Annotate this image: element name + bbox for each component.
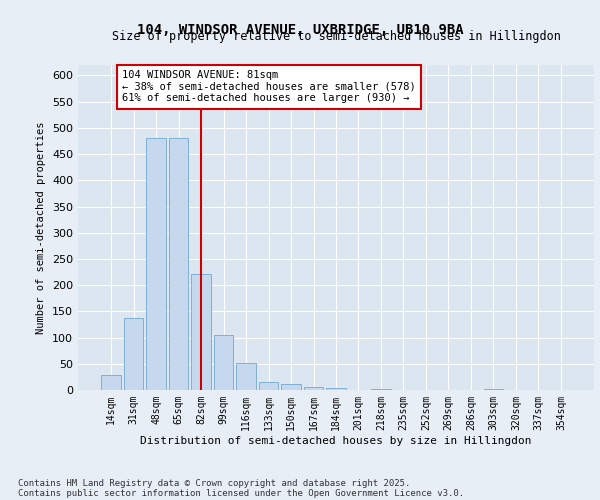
Text: 104 WINDSOR AVENUE: 81sqm
← 38% of semi-detached houses are smaller (578)
61% of: 104 WINDSOR AVENUE: 81sqm ← 38% of semi-… — [122, 70, 416, 103]
Bar — [146, 138, 166, 390]
Bar — [124, 318, 143, 390]
Title: Size of property relative to semi-detached houses in Hillingdon: Size of property relative to semi-detach… — [112, 30, 560, 43]
Text: Contains HM Land Registry data © Crown copyright and database right 2025.: Contains HM Land Registry data © Crown c… — [18, 478, 410, 488]
Bar — [326, 388, 346, 390]
Bar — [169, 138, 188, 390]
X-axis label: Distribution of semi-detached houses by size in Hillingdon: Distribution of semi-detached houses by … — [140, 436, 532, 446]
Bar — [281, 384, 301, 390]
Bar — [259, 382, 278, 390]
Bar — [214, 335, 233, 390]
Bar — [236, 364, 256, 390]
Bar — [304, 388, 323, 390]
Text: Contains public sector information licensed under the Open Government Licence v3: Contains public sector information licen… — [18, 488, 464, 498]
Text: 104, WINDSOR AVENUE, UXBRIDGE, UB10 9BA: 104, WINDSOR AVENUE, UXBRIDGE, UB10 9BA — [137, 22, 463, 36]
Bar — [191, 274, 211, 390]
Y-axis label: Number of semi-detached properties: Number of semi-detached properties — [37, 121, 46, 334]
Bar — [101, 376, 121, 390]
